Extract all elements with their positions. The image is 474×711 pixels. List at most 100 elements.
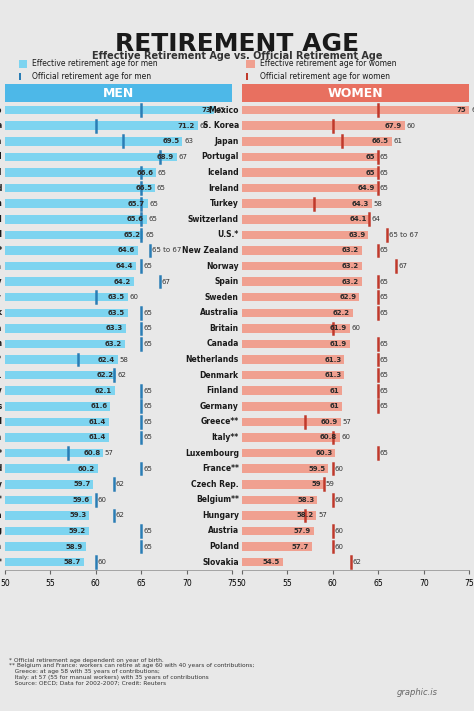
Text: 65: 65 [143,310,152,316]
Text: 65: 65 [143,434,152,441]
Text: 65: 65 [380,310,389,316]
Text: 63.5: 63.5 [108,294,125,300]
Text: 58.2: 58.2 [296,513,313,518]
Bar [242,122,405,130]
Text: 62.2: 62.2 [333,310,350,316]
Text: Japan: Japan [0,137,2,146]
Bar [5,199,148,208]
Text: 58.3: 58.3 [297,497,314,503]
Text: Denmark: Denmark [0,309,2,317]
Text: 60: 60 [98,559,107,565]
Bar [242,153,378,161]
Text: Australia: Australia [200,309,239,317]
Text: S. Korea: S. Korea [202,122,239,130]
Text: 67.9: 67.9 [384,123,402,129]
Text: 54.5: 54.5 [263,559,280,565]
Text: 71.2: 71.2 [178,123,195,129]
Text: France**: France** [0,557,2,567]
Text: 60.8: 60.8 [320,434,337,441]
Text: 64: 64 [372,216,381,223]
Text: 59.3: 59.3 [70,513,87,518]
Bar [242,449,336,457]
Bar [5,433,109,442]
Text: Switzerland: Switzerland [188,215,239,224]
Text: 60: 60 [98,497,107,503]
Text: 59.2: 59.2 [69,528,86,534]
Text: France**: France** [202,464,239,473]
Text: Turkey: Turkey [210,199,239,208]
Text: 60.3: 60.3 [315,450,333,456]
Text: 57: 57 [318,513,327,518]
Text: 60: 60 [335,497,344,503]
Text: Sweden: Sweden [205,293,239,301]
Text: Effective Retirement Age vs. Official Retirement Age: Effective Retirement Age vs. Official Re… [92,51,382,61]
Bar [242,356,345,364]
Bar [242,215,370,223]
Text: 65: 65 [143,403,152,410]
Text: Poland: Poland [209,542,239,551]
Bar [242,309,353,317]
Text: 65 to 67: 65 to 67 [389,232,419,238]
Text: Portugal: Portugal [201,152,239,161]
Text: 60: 60 [335,544,344,550]
Text: Norway: Norway [0,277,2,286]
Text: 64.6: 64.6 [118,247,135,253]
Text: 63.2: 63.2 [342,247,359,253]
Bar [5,356,118,364]
Text: Slovakia: Slovakia [202,557,239,567]
Bar [5,106,214,114]
Bar [5,184,155,193]
Text: S. Korea: S. Korea [0,122,2,130]
Text: 65: 65 [158,169,167,176]
Text: Portugal: Portugal [0,168,2,177]
Text: graphic.is: graphic.is [397,688,438,697]
Bar [5,340,125,348]
Text: 61.3: 61.3 [325,356,342,363]
Text: Finland: Finland [207,386,239,395]
Text: 57.7: 57.7 [292,544,309,550]
Text: Britain: Britain [0,339,2,348]
Bar [242,230,368,239]
Text: 65: 65 [380,185,389,191]
Text: 66.5: 66.5 [135,185,152,191]
Bar [5,309,128,317]
Text: 59: 59 [311,481,321,487]
Text: 58.7: 58.7 [64,559,81,565]
Bar [242,527,313,535]
Text: 67: 67 [398,263,407,269]
Text: 63.2: 63.2 [342,279,359,284]
Text: Iceland: Iceland [0,152,2,161]
Text: Turkey: Turkey [0,293,2,301]
Text: Australia: Australia [0,262,2,270]
Text: 65: 65 [366,169,375,176]
Text: 61.4: 61.4 [89,419,106,425]
Bar [5,464,98,473]
Bar [5,542,86,551]
Text: 65: 65 [366,154,375,160]
Text: Official retirement age for women: Official retirement age for women [260,72,390,81]
Text: 65: 65 [143,419,152,425]
Bar [242,340,350,348]
Text: MEN: MEN [103,87,134,100]
Text: Belgium**: Belgium** [0,496,2,504]
Text: Denmark: Denmark [200,370,239,380]
Text: 61.3: 61.3 [325,372,342,378]
Bar [242,464,328,473]
Text: Luxembourg: Luxembourg [185,449,239,458]
Text: 65.7: 65.7 [128,201,145,207]
Bar [5,511,90,520]
Text: 65: 65 [143,466,152,471]
Text: 57: 57 [105,450,114,456]
Text: Czech Rep.: Czech Rep. [0,370,2,380]
Text: 65: 65 [380,247,389,253]
Bar [5,480,93,488]
Text: Italy**: Italy** [212,433,239,442]
Text: 65: 65 [380,341,389,347]
Bar [242,277,362,286]
Text: 65.6: 65.6 [127,216,144,223]
Text: 62: 62 [353,559,362,565]
Text: 65: 65 [143,263,152,269]
Text: 67: 67 [179,154,188,160]
Text: 63.2: 63.2 [342,263,359,269]
Text: 60: 60 [406,123,415,129]
